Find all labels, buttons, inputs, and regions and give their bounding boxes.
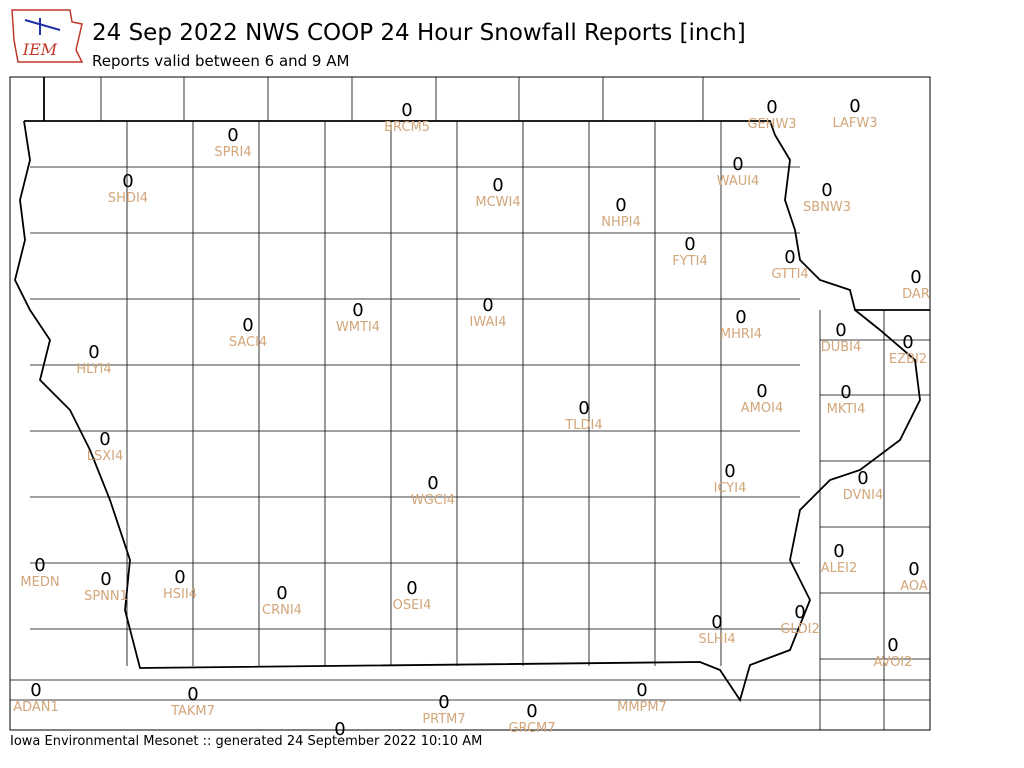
station-id: AMOI4 (741, 401, 783, 416)
station-id: MCWI4 (475, 195, 520, 210)
station-id: AOA (900, 579, 928, 594)
logo-outline (11, 9, 84, 63)
station-value: 0 (849, 96, 860, 117)
station-id: DVNI4 (843, 488, 884, 503)
station-id: DUBI4 (821, 340, 862, 355)
station-value: 0 (427, 473, 438, 494)
station-value: 0 (492, 175, 503, 196)
station-id: FYTI4 (672, 254, 707, 269)
station-value: 0 (910, 267, 921, 288)
station-id: ALEI2 (821, 561, 857, 576)
station-value: 0 (684, 234, 695, 255)
station-value: 0 (735, 307, 746, 328)
station-id: WMTI4 (336, 320, 380, 335)
station-id: NHPI4 (601, 215, 640, 230)
logo-icon (24, 18, 61, 35)
station-value: 0 (732, 154, 743, 175)
station-value: 0 (276, 583, 287, 604)
station-value: 0 (34, 555, 45, 576)
station-value: 0 (352, 300, 363, 321)
station-value: 0 (835, 320, 846, 341)
station-value: 0 (227, 125, 238, 146)
station-id: HLYI4 (76, 362, 111, 377)
station-value: 0 (334, 719, 345, 740)
station-id: DAR (902, 287, 930, 302)
station-id: IWAI4 (470, 315, 507, 330)
logo-text: IEM (22, 40, 58, 59)
map-frame (9, 76, 931, 731)
station-value: 0 (526, 701, 537, 722)
station-id: MKTI4 (827, 402, 866, 417)
station-value: 0 (711, 612, 722, 633)
station-value: 0 (902, 332, 913, 353)
station-value: 0 (794, 602, 805, 623)
station-id: SHDI4 (108, 191, 148, 206)
station-value: 0 (406, 578, 417, 599)
station-id: CRNI4 (262, 603, 302, 618)
station-value: 0 (636, 680, 647, 701)
station-value: 0 (482, 295, 493, 316)
state-border (43, 77, 45, 121)
station-id: GLDI2 (780, 622, 819, 637)
station-value: 0 (242, 315, 253, 336)
station-id: GTTI4 (771, 267, 808, 282)
station-id: WAUI4 (717, 174, 760, 189)
station-value: 0 (401, 100, 412, 121)
station-id: MHRI4 (720, 327, 762, 342)
station-value: 0 (578, 398, 589, 419)
station-id: ICYI4 (714, 481, 747, 496)
station-value: 0 (766, 97, 777, 118)
station-id: SLHI4 (698, 632, 735, 647)
state-border (14, 120, 930, 703)
station-id: GRCM7 (508, 721, 555, 736)
station-value: 0 (724, 461, 735, 482)
station-value: 0 (187, 684, 198, 705)
station-value: 0 (833, 541, 844, 562)
station-value: 0 (438, 692, 449, 713)
station-id: LSXI4 (87, 449, 124, 464)
station-value: 0 (30, 680, 41, 701)
station-id: ADAN1 (13, 700, 59, 715)
station-id: TAKM7 (170, 704, 215, 719)
boundaries (10, 77, 930, 730)
station-id: SPRI4 (214, 145, 251, 160)
station-id: SBNW3 (803, 200, 851, 215)
station-id: PRTM7 (422, 712, 465, 727)
station-id: OSEI4 (393, 598, 432, 613)
station-id: LAFW3 (832, 116, 877, 131)
logo: IEM (11, 9, 84, 63)
station-value: 0 (615, 195, 626, 216)
station-value: 0 (100, 569, 111, 590)
station-value: 0 (99, 429, 110, 450)
station-id: MMPM7 (617, 700, 667, 715)
footer: Iowa Environmental Mesonet :: generated … (10, 734, 482, 749)
station-id: SPNN1 (84, 589, 128, 604)
station-value: 0 (174, 567, 185, 588)
station-value: 0 (908, 559, 919, 580)
station-value: 0 (756, 381, 767, 402)
station-id: AVOI2 (873, 655, 912, 670)
station-value: 0 (857, 468, 868, 489)
station-value: 0 (784, 247, 795, 268)
station-value: 0 (887, 635, 898, 656)
title: 24 Sep 2022 NWS COOP 24 Hour Snowfall Re… (92, 20, 746, 46)
station-id: MEDN (20, 575, 59, 590)
station-id: EZBI2 (889, 352, 927, 367)
subtitle: Reports valid between 6 and 9 AM (92, 52, 349, 70)
station-id: SACI4 (229, 335, 267, 350)
station-id: BRCM5 (384, 120, 430, 135)
station-value: 0 (840, 382, 851, 403)
station-value: 0 (821, 180, 832, 201)
station-id: TLDI4 (564, 418, 602, 433)
station-id: GEHW3 (747, 117, 796, 132)
station-value: 0 (88, 342, 99, 363)
station-id: WGCI4 (411, 493, 455, 508)
station-id: HSII4 (163, 587, 197, 602)
station-value: 0 (122, 171, 133, 192)
